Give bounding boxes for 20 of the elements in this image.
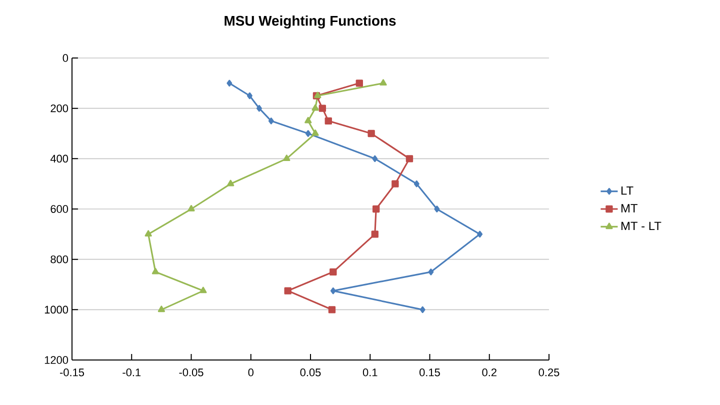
y-tick-label: 400 [50,154,68,163]
x-tick-label: -0.15 [60,368,84,376]
legend-label: LT [621,186,634,195]
y-tick-label: 200 [50,104,68,112]
x-tick-label: 0.05 [300,368,321,376]
chart-title: MSU Weighting Functions [224,15,396,29]
y-tick-label: 0 [62,54,68,62]
x-tick-label: -0.05 [179,368,204,376]
x-tick-label: -0.1 [122,368,141,376]
x-tick-label: 0.25 [538,368,560,376]
y-tick-label: 800 [50,255,68,264]
x-tick-label: 0.15 [420,368,440,376]
y-tick-label: 600 [50,205,68,213]
legend-label: MT [621,204,638,212]
legend-label: MT - LT [621,222,662,230]
x-tick-label: 0.1 [362,368,378,376]
x-tick-label: 0.2 [482,368,496,376]
x-tick-label: 0 [248,368,254,376]
y-tick-label: 1200 [44,356,68,364]
y-tick-label: 1000 [44,306,68,314]
